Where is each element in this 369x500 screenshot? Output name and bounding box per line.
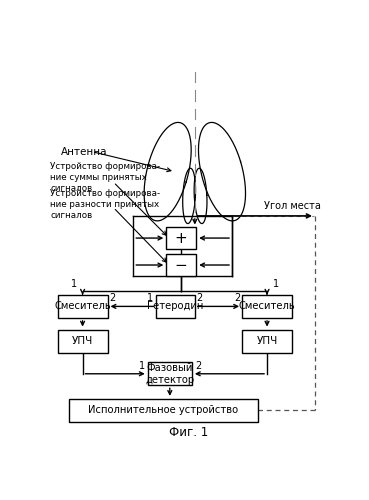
Text: 2: 2 xyxy=(234,294,241,304)
Text: +: + xyxy=(175,230,187,246)
Text: УПЧ: УПЧ xyxy=(256,336,277,346)
Text: Смеситель: Смеситель xyxy=(239,302,296,312)
FancyBboxPatch shape xyxy=(148,362,192,386)
Text: 1: 1 xyxy=(273,279,279,289)
Text: 1: 1 xyxy=(139,362,145,372)
Text: Антенна: Антенна xyxy=(61,148,107,158)
FancyBboxPatch shape xyxy=(242,295,292,318)
Text: 2: 2 xyxy=(195,362,201,372)
Text: 2: 2 xyxy=(196,294,203,304)
Text: Фиг. 1: Фиг. 1 xyxy=(169,426,209,439)
Text: Фазовый
детектор: Фазовый детектор xyxy=(145,362,194,385)
FancyBboxPatch shape xyxy=(69,399,258,422)
Text: 2: 2 xyxy=(109,294,115,304)
FancyBboxPatch shape xyxy=(166,228,196,248)
Text: Угол места: Угол места xyxy=(264,202,321,211)
Text: Смеситель: Смеситель xyxy=(54,302,111,312)
Text: −: − xyxy=(175,258,187,272)
Text: 1: 1 xyxy=(147,294,154,304)
FancyBboxPatch shape xyxy=(166,254,196,276)
Text: 1: 1 xyxy=(71,279,77,289)
Text: Исполнительное устройство: Исполнительное устройство xyxy=(88,406,238,415)
FancyBboxPatch shape xyxy=(242,330,292,352)
Text: Устройство формирова-
ние разности принятых
сигналов: Устройство формирова- ние разности приня… xyxy=(51,189,161,220)
FancyBboxPatch shape xyxy=(58,295,108,318)
Text: Устройство формирова-
ние суммы принятых
сигналов: Устройство формирова- ние суммы принятых… xyxy=(51,162,161,193)
Text: УПЧ: УПЧ xyxy=(72,336,93,346)
Text: Гетеродин: Гетеродин xyxy=(147,302,204,312)
FancyBboxPatch shape xyxy=(156,295,195,318)
FancyBboxPatch shape xyxy=(58,330,108,352)
